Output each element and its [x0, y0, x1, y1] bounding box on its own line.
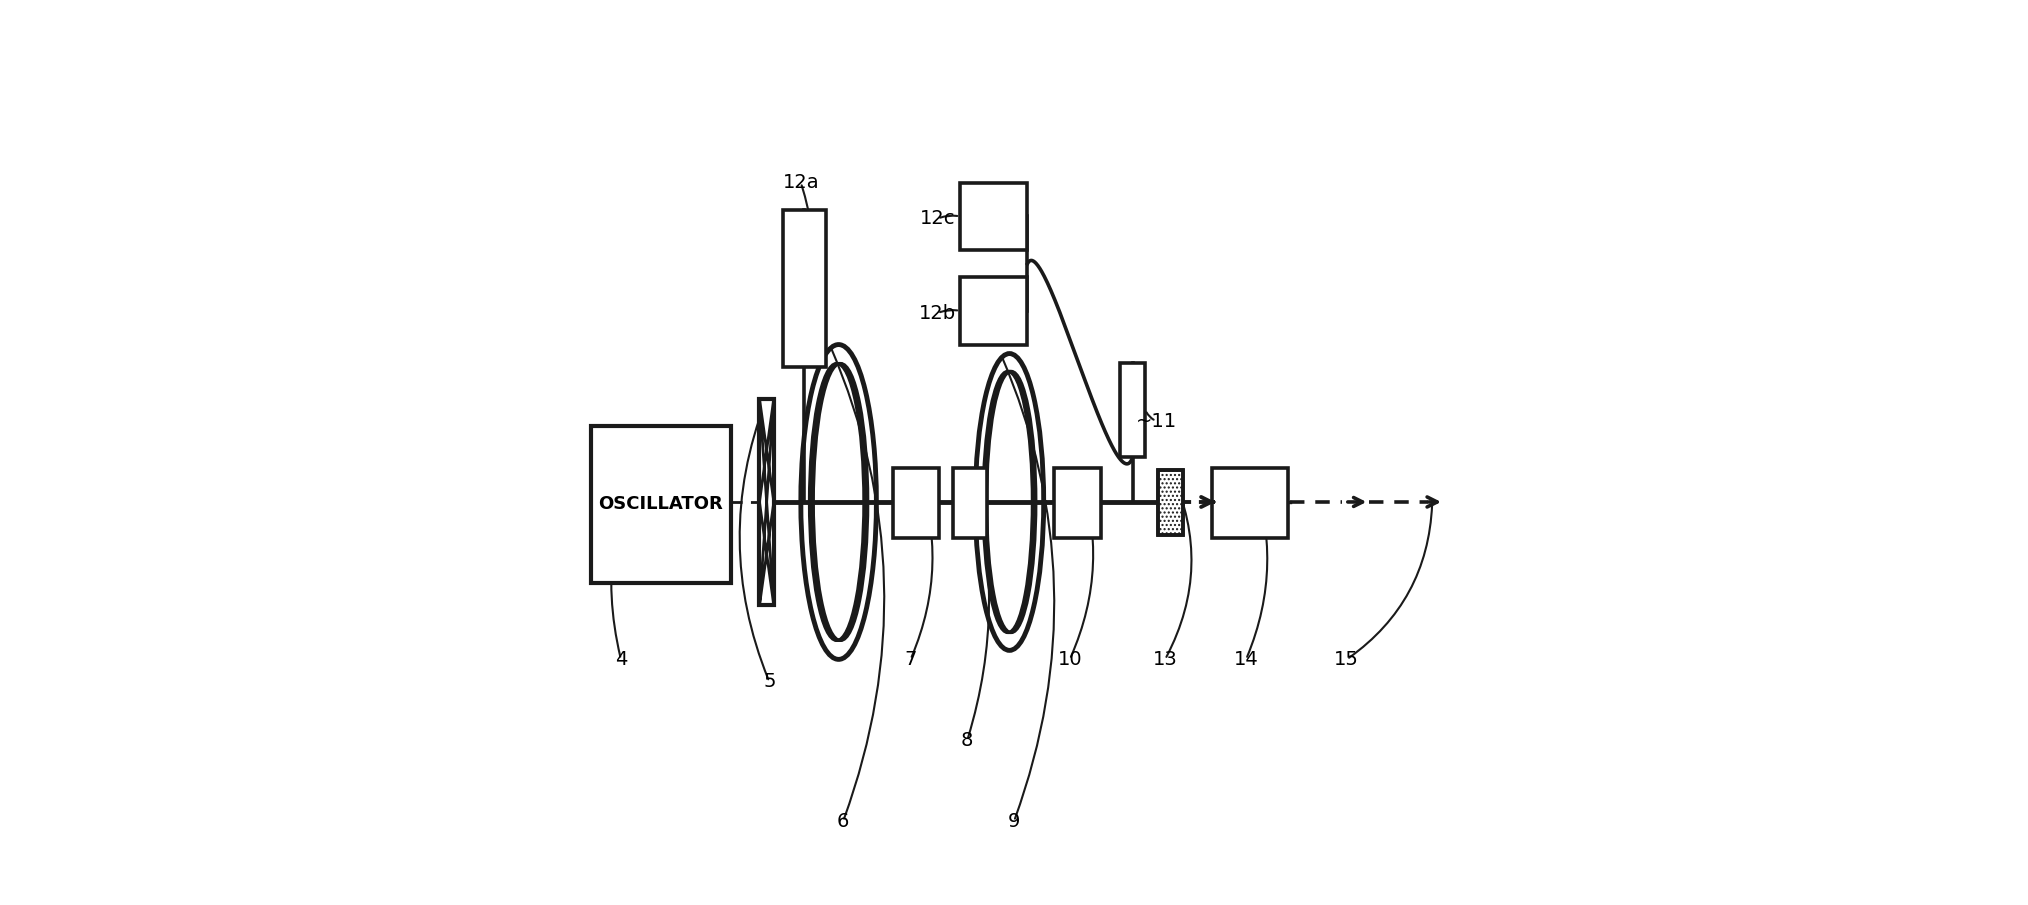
Text: 12a: 12a	[783, 173, 819, 192]
Text: 10: 10	[1057, 650, 1083, 669]
Bar	[953, 468, 988, 538]
Text: ~11: ~11	[1136, 412, 1176, 431]
Ellipse shape	[975, 354, 1044, 651]
Bar	[959, 183, 1028, 250]
Bar	[1213, 468, 1288, 538]
Bar	[1158, 471, 1182, 535]
Bar	[1055, 468, 1101, 538]
Ellipse shape	[801, 345, 876, 660]
Text: 6: 6	[838, 812, 850, 831]
Bar	[892, 468, 939, 538]
Bar	[783, 210, 825, 367]
Bar	[592, 425, 730, 583]
Text: OSCILLATOR: OSCILLATOR	[598, 495, 724, 513]
Text: 8: 8	[961, 731, 973, 750]
Text: 12b: 12b	[919, 303, 955, 322]
Text: 15: 15	[1334, 650, 1359, 669]
Text: 4: 4	[614, 650, 627, 669]
Text: 14: 14	[1233, 650, 1259, 669]
Bar	[758, 398, 775, 605]
Text: 13: 13	[1152, 650, 1178, 669]
Bar	[1158, 471, 1182, 535]
Text: 9: 9	[1008, 812, 1020, 831]
Text: 5: 5	[763, 672, 775, 691]
Text: 7: 7	[904, 650, 917, 669]
Bar	[1119, 363, 1146, 457]
Bar	[959, 277, 1028, 345]
Text: 12c: 12c	[921, 209, 955, 228]
